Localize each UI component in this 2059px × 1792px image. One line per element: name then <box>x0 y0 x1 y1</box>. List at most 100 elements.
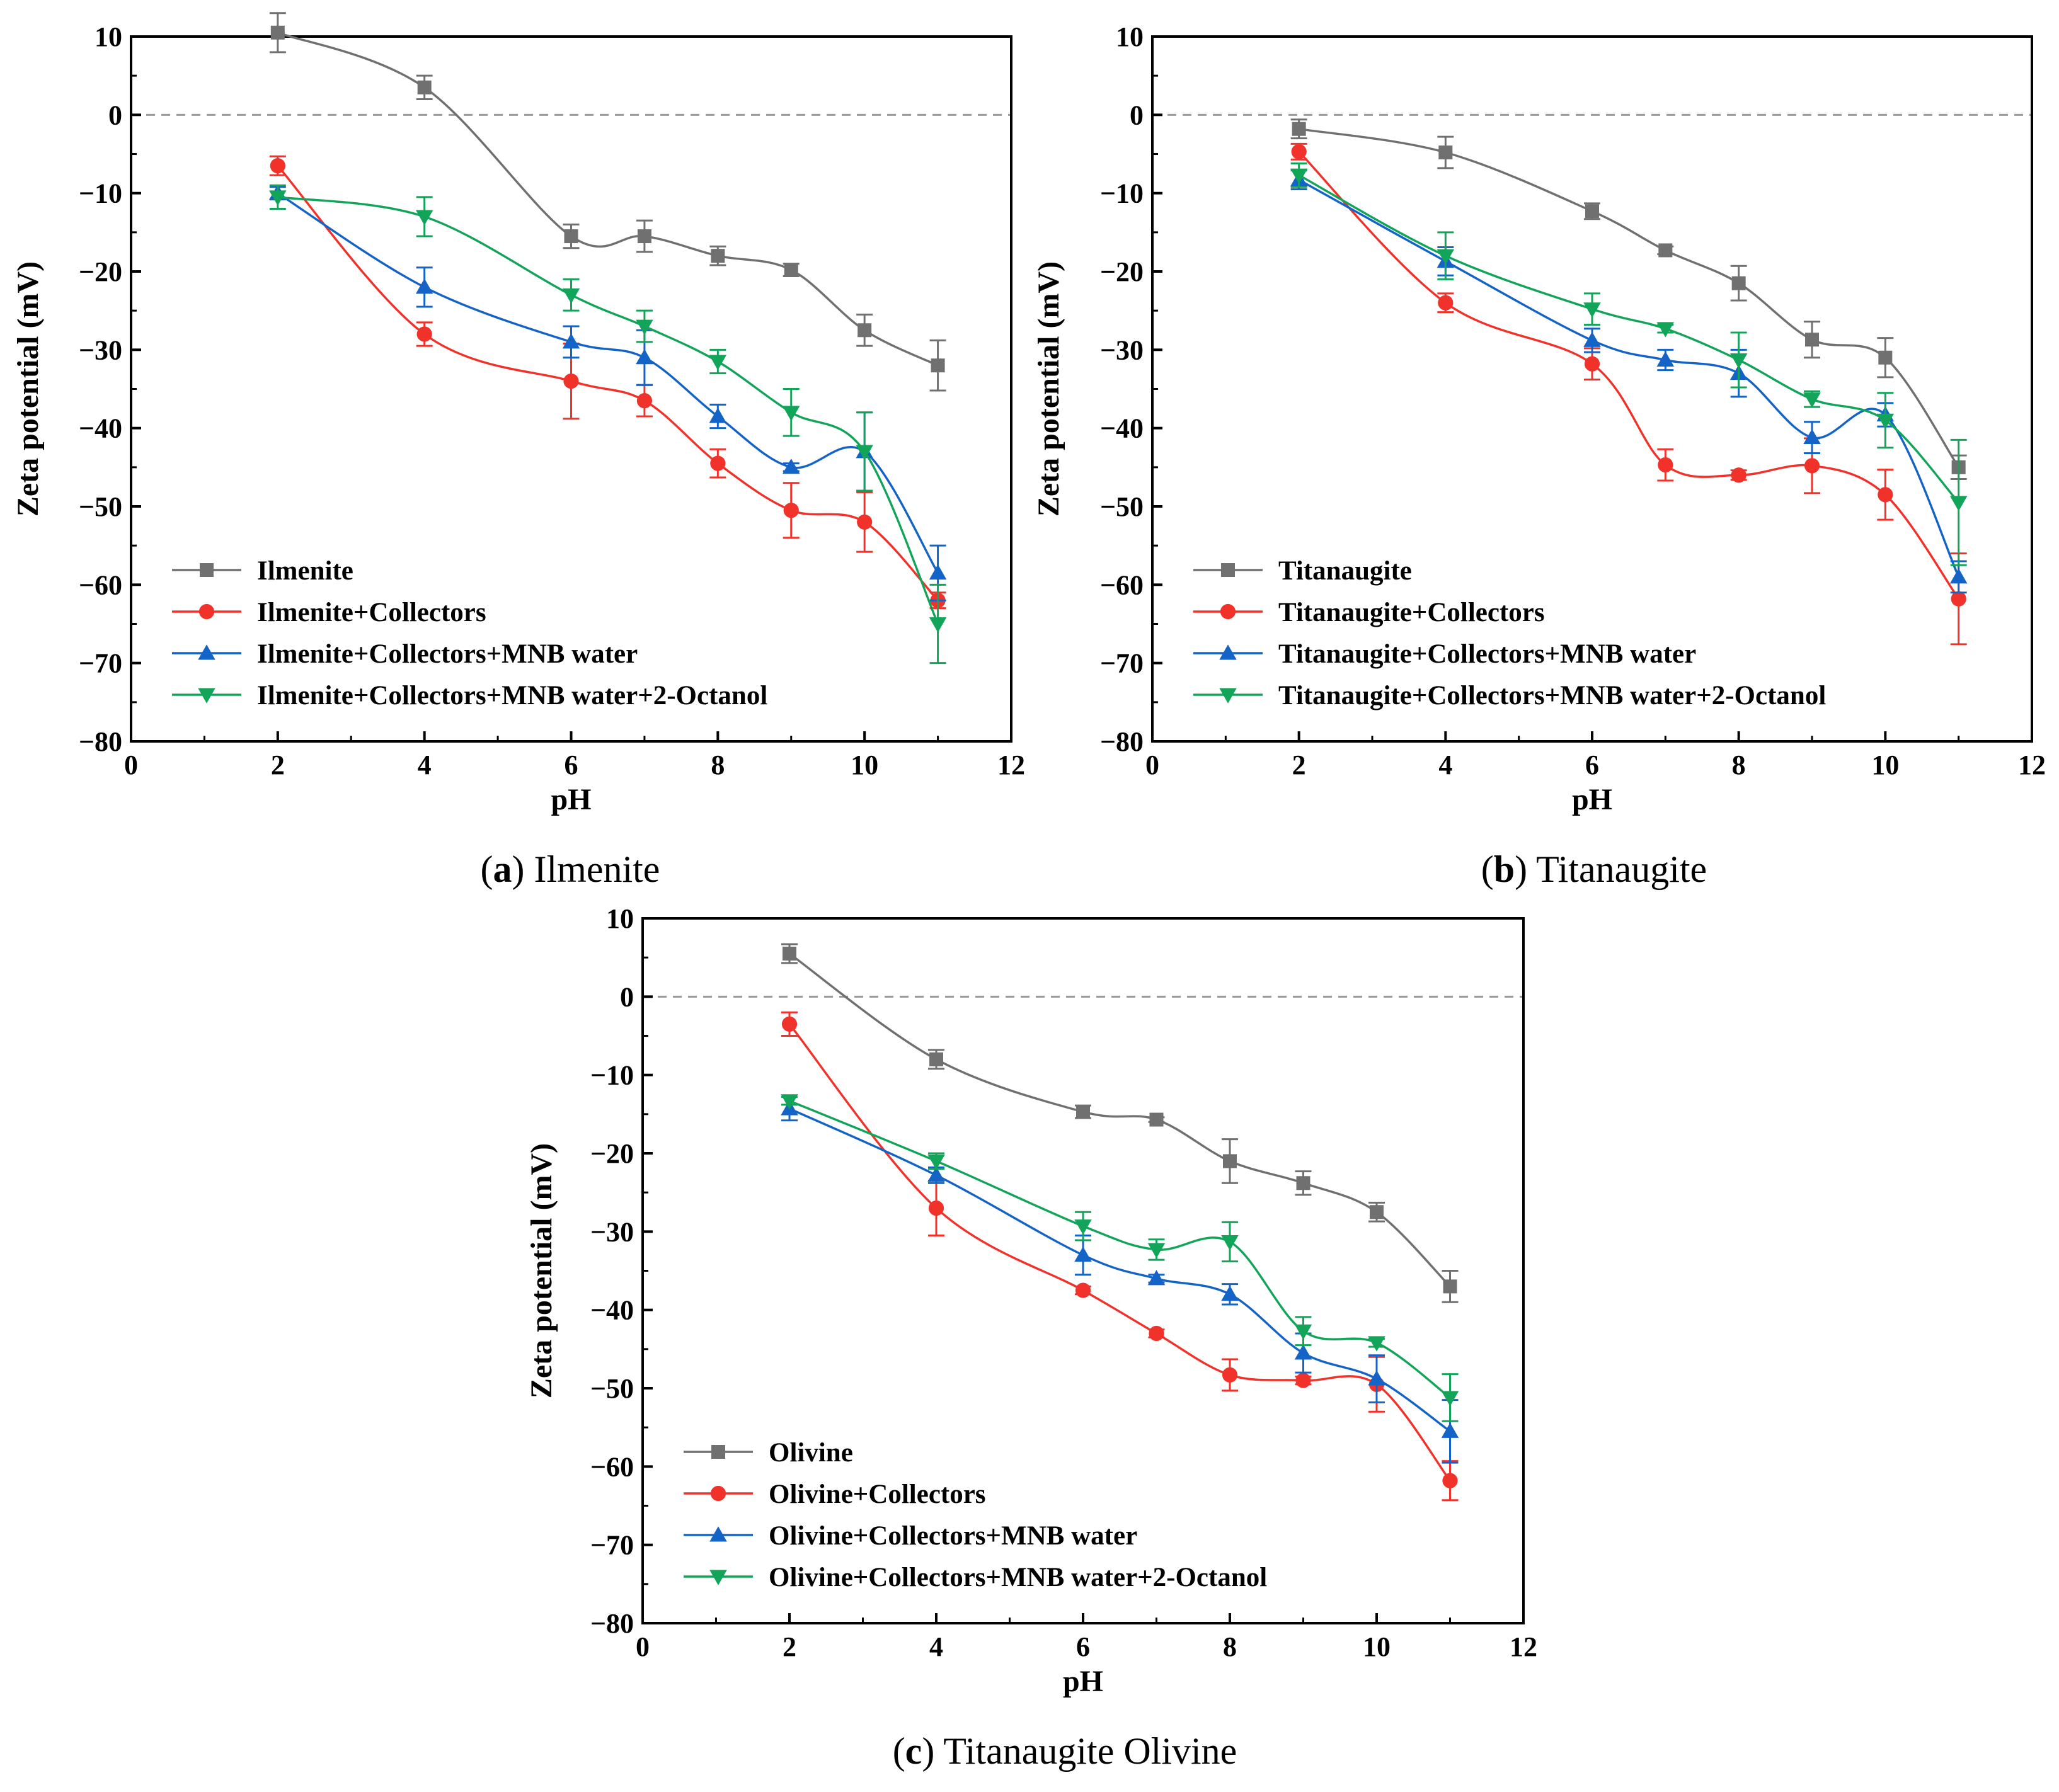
y-tick-label: 10 <box>606 903 634 934</box>
y-tick-label: −80 <box>79 726 122 757</box>
x-tick-label: 10 <box>1363 1631 1391 1662</box>
y-tick-label: −50 <box>1100 491 1144 522</box>
legend-marker <box>1221 563 1235 577</box>
legend-item: Titanaugite+Collectors <box>1193 598 1545 627</box>
data-point <box>562 333 580 349</box>
legend-marker <box>198 603 215 620</box>
data-point <box>1294 1324 1312 1340</box>
x-tick-label: 8 <box>1223 1631 1237 1662</box>
x-tick-label: 8 <box>1732 750 1746 780</box>
legend-label: Olivine+Collectors+MNB water+2-Octanol <box>769 1563 1267 1592</box>
data-point <box>857 323 872 338</box>
series-4 <box>781 1094 1459 1422</box>
data-point <box>1437 249 1455 265</box>
legend-item: Ilmenite <box>172 556 353 586</box>
legend-label: Titanaugite+Collectors+MNB water+2-Octan… <box>1278 681 1826 711</box>
series-2 <box>1290 142 1967 646</box>
data-point <box>931 358 945 373</box>
data-point <box>1584 356 1600 372</box>
y-tick-label: −30 <box>79 334 122 365</box>
x-tick-label: 0 <box>124 750 138 780</box>
panel-caption: (c) Titanaugite Olivine <box>893 1730 1237 1772</box>
y-tick-label: −70 <box>79 648 122 679</box>
data-point <box>783 406 800 421</box>
data-point <box>1441 1391 1459 1407</box>
data-point <box>1585 204 1599 219</box>
panel-caption: (b) Titanaugite <box>1481 848 1707 890</box>
data-point <box>1291 144 1307 159</box>
data-point <box>270 158 285 174</box>
x-axis-label: pH <box>1063 1665 1103 1698</box>
x-tick-label: 10 <box>1871 750 1899 780</box>
x-tick-label: 12 <box>1510 1631 1537 1662</box>
x-axis-label: pH <box>1572 783 1612 816</box>
legend-label: Olivine+Collectors <box>769 1480 986 1509</box>
data-point <box>781 1094 798 1110</box>
series-line <box>277 164 939 602</box>
data-point <box>1804 458 1820 474</box>
caption-text: Titanaugite Olivine <box>943 1730 1237 1772</box>
data-point <box>856 445 873 460</box>
y-tick-label: −20 <box>1100 256 1144 287</box>
x-tick-label: 6 <box>1076 1631 1090 1662</box>
x-tick-label: 4 <box>1438 750 1452 780</box>
data-point <box>1221 1235 1239 1251</box>
y-tick-label: −30 <box>1100 334 1144 365</box>
y-tick-label: −70 <box>1100 648 1144 679</box>
data-point <box>927 1154 945 1170</box>
data-point <box>1658 457 1673 473</box>
legend-item: Ilmenite+Collectors+MNB water <box>172 639 638 669</box>
legend-label: Titanaugite <box>1278 556 1412 586</box>
data-point <box>929 1052 943 1066</box>
data-point <box>1803 392 1821 408</box>
chart-panel-c: 0 2 4 6 8 10 12 10 0 −10 −20 −30 −40 −50 −60 −70 −80 pH Ze… <box>525 903 1537 1772</box>
x-tick-label: 4 <box>929 1631 943 1662</box>
data-point <box>783 503 799 518</box>
panel-caption: (a) Ilmenite <box>481 848 660 890</box>
series-1 <box>1290 118 1967 480</box>
legend-marker <box>710 1485 726 1502</box>
y-tick-label: −80 <box>590 1608 634 1639</box>
data-point <box>637 229 651 244</box>
data-point <box>1438 146 1453 160</box>
data-point <box>1656 322 1675 338</box>
legend-item: Titanaugite <box>1193 556 1412 586</box>
data-point <box>416 326 432 342</box>
data-point <box>636 349 653 365</box>
data-point <box>563 373 579 389</box>
x-tick-label: 8 <box>711 750 725 780</box>
y-tick-label: 0 <box>108 100 122 130</box>
data-point <box>1805 333 1819 347</box>
legend-label: Titanaugite+Collectors <box>1278 598 1545 627</box>
caption-text: Ilmenite <box>534 848 660 890</box>
data-point <box>1441 1422 1459 1438</box>
data-point <box>1074 1219 1092 1235</box>
x-tick-label: 0 <box>1145 750 1159 780</box>
y-tick-label: −40 <box>1100 413 1144 444</box>
data-point <box>1290 168 1308 184</box>
data-point <box>1221 1286 1239 1301</box>
legend-marker <box>1219 644 1237 660</box>
caption-letter: b <box>1494 848 1515 890</box>
legend-label: Ilmenite+Collectors+MNB water <box>257 639 638 669</box>
data-point <box>1076 1105 1090 1119</box>
legend-item: Ilmenite+Collectors+MNB water+2-Octanol <box>172 681 767 711</box>
x-tick-label: 10 <box>851 750 878 780</box>
x-tick-label: 2 <box>783 1631 796 1662</box>
y-axis-label: Zeta potential (mV) <box>525 1143 558 1398</box>
legend-item: Titanaugite+Collectors+MNB water <box>1193 639 1696 669</box>
y-tick-label: −40 <box>590 1295 634 1326</box>
y-axis-label: Zeta potential (mV) <box>11 261 45 516</box>
data-point <box>1583 331 1601 347</box>
legend-label: Ilmenite <box>257 556 353 586</box>
data-point <box>1583 302 1601 318</box>
data-point <box>1731 467 1746 483</box>
y-tick-label: −10 <box>79 178 122 209</box>
y-tick-label: −60 <box>79 569 122 600</box>
data-point <box>1370 1205 1384 1219</box>
caption-text: Titanaugite <box>1536 848 1707 890</box>
y-tick-label: 0 <box>1130 100 1144 130</box>
data-point <box>415 278 433 294</box>
x-tick-label: 2 <box>1292 750 1306 780</box>
legend-marker <box>709 1570 727 1585</box>
